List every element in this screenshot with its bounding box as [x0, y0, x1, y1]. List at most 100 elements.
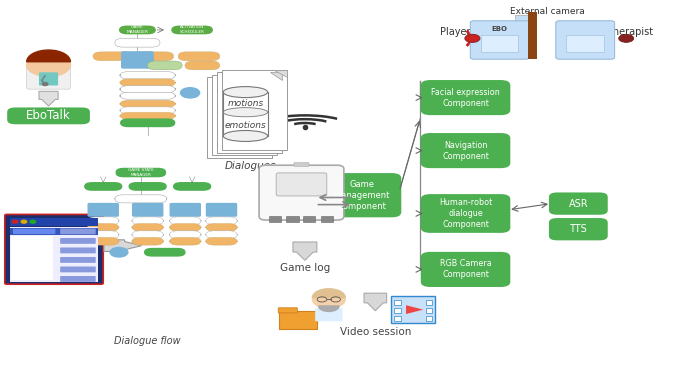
FancyBboxPatch shape	[421, 194, 510, 233]
FancyBboxPatch shape	[528, 12, 536, 59]
FancyArrow shape	[364, 293, 386, 311]
FancyBboxPatch shape	[120, 119, 175, 127]
Text: emotions: emotions	[225, 120, 266, 130]
FancyBboxPatch shape	[88, 224, 119, 231]
FancyBboxPatch shape	[421, 133, 510, 168]
FancyBboxPatch shape	[556, 21, 614, 59]
FancyBboxPatch shape	[170, 231, 201, 239]
FancyBboxPatch shape	[185, 61, 220, 70]
FancyBboxPatch shape	[566, 35, 603, 52]
FancyBboxPatch shape	[425, 308, 432, 313]
FancyBboxPatch shape	[206, 224, 237, 231]
FancyArrow shape	[293, 242, 317, 260]
FancyBboxPatch shape	[322, 173, 401, 217]
FancyBboxPatch shape	[421, 252, 510, 287]
FancyBboxPatch shape	[173, 182, 211, 191]
FancyBboxPatch shape	[84, 182, 123, 191]
FancyBboxPatch shape	[120, 79, 175, 86]
Text: GAME
MANAGER: GAME MANAGER	[127, 25, 149, 34]
FancyBboxPatch shape	[278, 308, 297, 313]
Text: EboTalk: EboTalk	[26, 109, 71, 122]
FancyBboxPatch shape	[115, 39, 160, 47]
FancyBboxPatch shape	[13, 229, 55, 234]
Text: ACTIVATION
SCHEDULER: ACTIVATION SCHEDULER	[179, 25, 205, 34]
Ellipse shape	[223, 87, 268, 98]
FancyBboxPatch shape	[5, 214, 103, 284]
Circle shape	[30, 220, 36, 223]
FancyBboxPatch shape	[88, 231, 119, 239]
FancyBboxPatch shape	[132, 217, 164, 225]
FancyBboxPatch shape	[120, 112, 175, 119]
FancyBboxPatch shape	[132, 237, 164, 245]
Text: TTS: TTS	[569, 224, 587, 234]
FancyBboxPatch shape	[208, 77, 273, 158]
Polygon shape	[270, 72, 282, 80]
FancyBboxPatch shape	[394, 300, 401, 305]
FancyBboxPatch shape	[27, 65, 71, 89]
Polygon shape	[406, 305, 423, 314]
FancyBboxPatch shape	[132, 224, 164, 231]
FancyBboxPatch shape	[10, 227, 99, 281]
FancyBboxPatch shape	[259, 165, 344, 220]
FancyBboxPatch shape	[315, 308, 342, 321]
FancyBboxPatch shape	[121, 51, 154, 69]
FancyArrow shape	[104, 240, 142, 251]
Circle shape	[27, 53, 71, 76]
FancyBboxPatch shape	[39, 72, 58, 86]
FancyBboxPatch shape	[129, 182, 167, 191]
FancyBboxPatch shape	[321, 217, 333, 222]
FancyBboxPatch shape	[217, 72, 282, 153]
Circle shape	[312, 291, 345, 308]
Circle shape	[21, 220, 27, 223]
Circle shape	[465, 34, 480, 42]
FancyBboxPatch shape	[7, 108, 90, 124]
FancyBboxPatch shape	[170, 217, 201, 225]
FancyBboxPatch shape	[178, 52, 220, 61]
Text: External camera: External camera	[510, 7, 585, 16]
FancyBboxPatch shape	[11, 236, 53, 280]
Circle shape	[619, 34, 634, 42]
FancyBboxPatch shape	[549, 192, 608, 215]
FancyBboxPatch shape	[116, 168, 166, 177]
FancyBboxPatch shape	[206, 237, 237, 245]
Text: Game log: Game log	[279, 263, 330, 273]
Text: Dialogues: Dialogues	[225, 161, 276, 171]
FancyBboxPatch shape	[88, 237, 119, 245]
FancyBboxPatch shape	[294, 163, 309, 166]
FancyBboxPatch shape	[132, 231, 164, 239]
Text: Navigation
Component: Navigation Component	[442, 141, 489, 161]
Text: EBO: EBO	[492, 26, 508, 32]
FancyBboxPatch shape	[88, 217, 119, 225]
FancyBboxPatch shape	[60, 247, 96, 253]
FancyBboxPatch shape	[170, 224, 201, 231]
FancyBboxPatch shape	[120, 72, 175, 79]
Ellipse shape	[223, 108, 268, 117]
FancyBboxPatch shape	[119, 26, 156, 34]
FancyBboxPatch shape	[421, 80, 510, 115]
Circle shape	[110, 247, 128, 257]
FancyBboxPatch shape	[120, 86, 175, 92]
Circle shape	[180, 88, 199, 98]
FancyBboxPatch shape	[276, 173, 327, 196]
FancyBboxPatch shape	[390, 297, 435, 323]
FancyBboxPatch shape	[10, 228, 99, 235]
FancyBboxPatch shape	[269, 217, 281, 222]
Circle shape	[27, 53, 71, 76]
Text: GAME STATE
MANAGER: GAME STATE MANAGER	[128, 168, 153, 177]
Text: Therapist: Therapist	[606, 27, 653, 37]
FancyBboxPatch shape	[279, 311, 316, 328]
Text: RGB Camera
Component: RGB Camera Component	[440, 259, 491, 279]
Wedge shape	[27, 50, 71, 62]
Polygon shape	[260, 77, 273, 85]
FancyBboxPatch shape	[549, 218, 608, 240]
FancyBboxPatch shape	[88, 203, 119, 217]
FancyBboxPatch shape	[223, 92, 268, 136]
Polygon shape	[275, 70, 287, 77]
Text: Game
management
Component: Game management Component	[334, 179, 390, 211]
FancyBboxPatch shape	[115, 195, 167, 203]
FancyBboxPatch shape	[120, 100, 175, 107]
FancyBboxPatch shape	[93, 52, 132, 61]
FancyBboxPatch shape	[10, 218, 99, 226]
Wedge shape	[319, 306, 339, 312]
FancyBboxPatch shape	[303, 217, 315, 222]
